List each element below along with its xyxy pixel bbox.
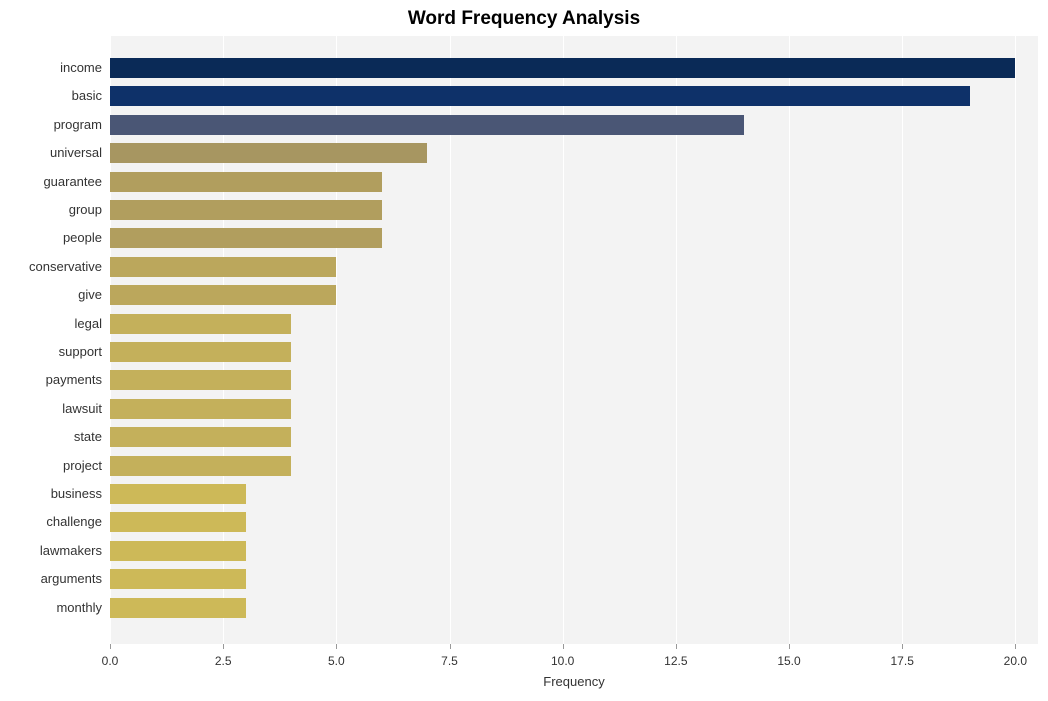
bar <box>110 541 246 561</box>
y-tick-label: lawmakers <box>0 541 102 561</box>
y-tick-label: conservative <box>0 257 102 277</box>
x-axis-label: Frequency <box>110 674 1038 689</box>
y-tick-label: support <box>0 342 102 362</box>
bar <box>110 200 382 220</box>
x-tick-label: 10.0 <box>551 654 574 668</box>
x-tick-label: 7.5 <box>441 654 458 668</box>
y-tick-label: business <box>0 484 102 504</box>
x-tick-label: 12.5 <box>664 654 687 668</box>
x-tick-label: 20.0 <box>1004 654 1027 668</box>
x-tick-label: 2.5 <box>215 654 232 668</box>
x-tick-mark <box>110 644 111 649</box>
x-tick-label: 17.5 <box>891 654 914 668</box>
grid-line <box>789 36 790 644</box>
bar <box>110 598 246 618</box>
y-tick-label: legal <box>0 314 102 334</box>
x-tick-mark <box>789 644 790 649</box>
x-tick-mark <box>1015 644 1016 649</box>
bar <box>110 370 291 390</box>
x-tick-mark <box>902 644 903 649</box>
y-tick-label: state <box>0 427 102 447</box>
y-tick-label: basic <box>0 86 102 106</box>
bar <box>110 512 246 532</box>
bar <box>110 342 291 362</box>
bar <box>110 172 382 192</box>
chart-title: Word Frequency Analysis <box>0 8 1048 30</box>
bar <box>110 314 291 334</box>
bar <box>110 456 291 476</box>
grid-line <box>902 36 903 644</box>
x-tick-label: 0.0 <box>102 654 119 668</box>
bar <box>110 427 291 447</box>
y-tick-label: lawsuit <box>0 399 102 419</box>
bar <box>110 285 336 305</box>
y-tick-label: people <box>0 228 102 248</box>
y-tick-label: program <box>0 115 102 135</box>
y-tick-label: income <box>0 58 102 78</box>
y-tick-label: payments <box>0 370 102 390</box>
grid-line <box>1015 36 1016 644</box>
x-tick-mark <box>336 644 337 649</box>
bar <box>110 115 744 135</box>
y-tick-label: group <box>0 200 102 220</box>
y-tick-label: universal <box>0 143 102 163</box>
plot-area <box>110 36 1038 644</box>
x-tick-label: 5.0 <box>328 654 345 668</box>
y-tick-label: arguments <box>0 569 102 589</box>
x-tick-mark <box>450 644 451 649</box>
bar <box>110 484 246 504</box>
bar <box>110 86 970 106</box>
y-tick-label: challenge <box>0 512 102 532</box>
y-tick-label: guarantee <box>0 172 102 192</box>
y-tick-label: monthly <box>0 598 102 618</box>
bar <box>110 58 1015 78</box>
bar <box>110 569 246 589</box>
chart-container: Word Frequency Analysis Frequency 0.0 2.5… <box>0 0 1048 701</box>
x-tick-mark <box>676 644 677 649</box>
bar <box>110 228 382 248</box>
x-tick-mark <box>223 644 224 649</box>
bar <box>110 143 427 163</box>
y-tick-label: give <box>0 285 102 305</box>
bar <box>110 399 291 419</box>
y-tick-label: project <box>0 456 102 476</box>
x-tick-mark <box>563 644 564 649</box>
x-tick-label: 15.0 <box>777 654 800 668</box>
bar <box>110 257 336 277</box>
